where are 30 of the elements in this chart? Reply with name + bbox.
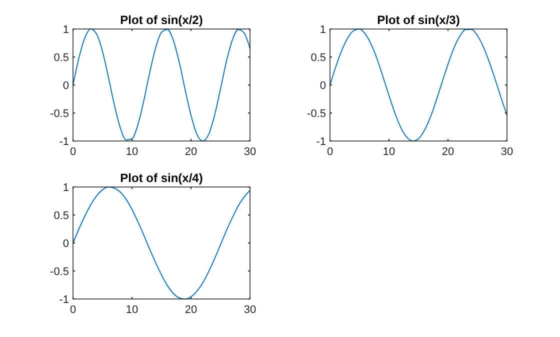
x-tick-label: 30 (244, 146, 256, 158)
line-series (72, 28, 250, 142)
y-tick-label: 0.5 (54, 52, 69, 64)
chart-title: Plot of sin(x/3) (377, 13, 460, 27)
x-tick-label: 20 (184, 146, 198, 158)
x-tick-label: 20 (184, 304, 198, 316)
y-tick-label: -1 (59, 294, 69, 306)
y-tick-label: 1 (320, 24, 326, 36)
line-series (72, 186, 250, 300)
line-series (330, 28, 508, 142)
chart-title: Plot of sin(x/2) (120, 13, 203, 27)
y-tick-label: 0 (62, 80, 69, 92)
y-tick-label: 1 (62, 182, 69, 194)
x-tick-label: 30 (500, 146, 514, 158)
x-tick-label: 20 (442, 146, 454, 158)
x-tick-label: 10 (126, 304, 138, 316)
y-tick-label: 1 (62, 24, 69, 36)
chart-title: Plot of sin(x/4) (120, 171, 203, 185)
y-tick-label: 0.5 (54, 210, 69, 222)
y-tick-label: -1 (59, 136, 69, 148)
y-tick-label: -0.5 (307, 108, 326, 120)
y-tick-label: -0.5 (50, 266, 69, 278)
y-tick-label: 0.5 (310, 52, 326, 64)
x-tick-label: 30 (244, 304, 256, 316)
x-tick-label: 10 (126, 146, 138, 158)
x-tick-label: 10 (382, 146, 396, 158)
y-tick-label: 0 (62, 238, 69, 250)
y-tick-label: -0.5 (50, 108, 69, 120)
y-tick-label: -1 (316, 136, 326, 148)
y-tick-label: 0 (320, 80, 326, 92)
